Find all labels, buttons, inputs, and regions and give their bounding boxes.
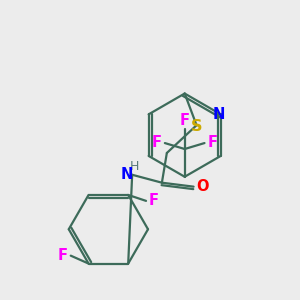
Text: S: S — [191, 119, 202, 134]
Text: N: N — [212, 107, 225, 122]
Text: O: O — [196, 179, 209, 194]
Text: H: H — [130, 160, 139, 173]
Text: N: N — [121, 167, 134, 182]
Text: F: F — [180, 113, 190, 128]
Text: F: F — [149, 194, 159, 208]
Text: F: F — [152, 135, 162, 150]
Text: F: F — [58, 248, 68, 263]
Text: F: F — [207, 135, 218, 150]
